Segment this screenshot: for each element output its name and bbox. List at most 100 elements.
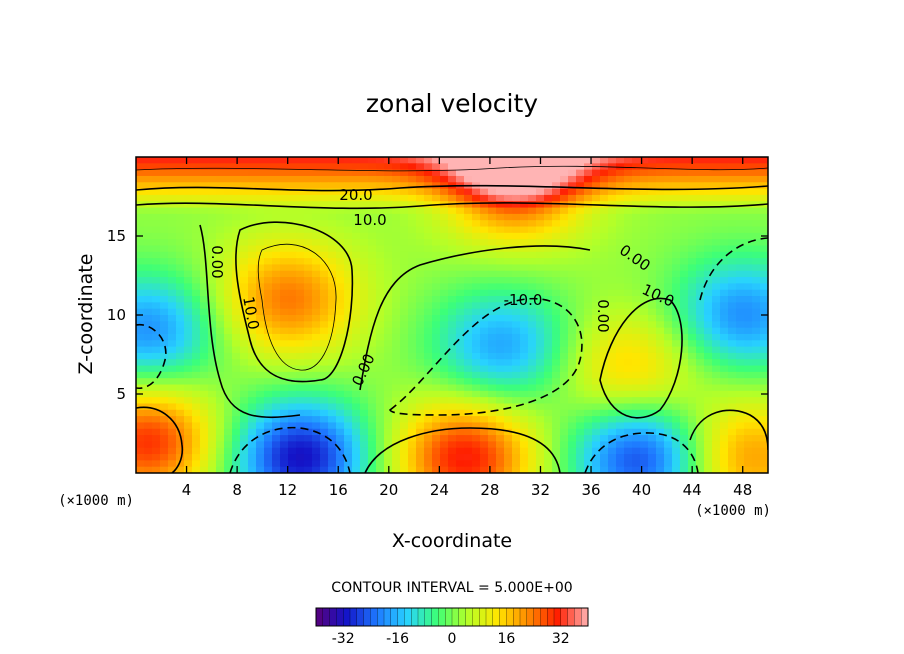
- field-cell: [240, 270, 249, 278]
- field-cell: [184, 403, 193, 411]
- field-cell: [512, 435, 521, 442]
- field-cell: [552, 422, 561, 430]
- field-cell: [656, 289, 665, 297]
- field-cell: [208, 315, 217, 322]
- x-tick-label: 44: [683, 481, 702, 499]
- field-cell: [536, 327, 545, 335]
- field-cell: [248, 315, 257, 322]
- field-cell: [288, 182, 297, 190]
- field-cell: [264, 251, 273, 259]
- field-cell: [240, 384, 249, 392]
- field-cell: [200, 194, 209, 202]
- field-cell: [136, 308, 145, 316]
- field-cell: [192, 409, 201, 417]
- field-cell: [376, 390, 385, 398]
- field-cell: [696, 302, 705, 310]
- field-cell: [392, 428, 401, 436]
- field-cell: [488, 435, 497, 442]
- field-cell: [496, 409, 505, 417]
- field-cell: [720, 220, 729, 228]
- field-cell: [560, 346, 569, 354]
- field-cell: [448, 226, 457, 234]
- field-cell: [296, 270, 305, 278]
- field-cell: [360, 302, 369, 310]
- field-cell: [528, 441, 537, 449]
- field-cell: [248, 327, 257, 335]
- field-cell: [304, 270, 313, 278]
- field-cell: [272, 384, 281, 392]
- field-cell: [440, 232, 449, 240]
- field-cell: [208, 289, 217, 297]
- field-cell: [496, 416, 505, 424]
- field-cell: [616, 283, 625, 291]
- field-cell: [184, 201, 193, 209]
- field-cell: [216, 226, 225, 234]
- field-cell: [312, 302, 321, 310]
- field-cell: [720, 435, 729, 442]
- field-cell: [384, 201, 393, 209]
- field-cell: [384, 169, 393, 177]
- field-cell: [624, 333, 633, 341]
- contour-label: 10.0: [239, 295, 263, 331]
- field-cell: [568, 296, 577, 303]
- field-cell: [464, 245, 473, 253]
- field-cell: [168, 308, 177, 316]
- field-cell: [304, 346, 313, 354]
- field-cell: [648, 258, 657, 266]
- field-cell: [400, 435, 409, 442]
- field-cell: [192, 169, 201, 177]
- field-cell: [168, 182, 177, 190]
- field-cell: [384, 315, 393, 322]
- field-cell: [536, 232, 545, 240]
- field-cell: [344, 378, 353, 386]
- field-cell: [648, 264, 657, 272]
- field-cell: [296, 447, 305, 455]
- field-cell: [504, 308, 513, 316]
- field-cell: [328, 289, 337, 297]
- colorbar-tick-label: 16: [497, 631, 515, 647]
- field-cell: [624, 201, 633, 209]
- field-cell: [208, 175, 217, 183]
- field-cell: [312, 289, 321, 297]
- field-cell: [680, 371, 689, 379]
- field-cell: [528, 258, 537, 266]
- field-cell: [376, 239, 385, 247]
- field-cell: [728, 264, 737, 272]
- field-cell: [400, 239, 409, 247]
- field-cell: [672, 232, 681, 240]
- field-cell: [216, 163, 225, 171]
- field-cell: [368, 460, 377, 468]
- field-cell: [232, 359, 241, 367]
- field-cell: [568, 232, 577, 240]
- field-cell: [496, 194, 505, 202]
- field-cell: [464, 340, 473, 348]
- field-cell: [168, 220, 177, 228]
- field-cell: [736, 201, 745, 209]
- field-cell: [328, 245, 337, 253]
- x-tick-label: 8: [232, 481, 242, 499]
- field-cell: [416, 359, 425, 367]
- field-cell: [760, 207, 768, 215]
- field-cell: [576, 390, 585, 398]
- field-cell: [192, 163, 201, 171]
- field-cell: [416, 428, 425, 436]
- field-cell: [760, 409, 768, 417]
- field-cell: [352, 232, 361, 240]
- field-cell: [528, 264, 537, 272]
- field-cell: [384, 409, 393, 417]
- field-cell: [496, 251, 505, 259]
- field-cell: [328, 365, 337, 373]
- field-cell: [472, 308, 481, 316]
- field-cell: [416, 239, 425, 247]
- field-cell: [416, 327, 425, 335]
- field-cell: [608, 333, 617, 341]
- field-cell: [176, 422, 185, 430]
- field-cell: [152, 352, 161, 360]
- field-cell: [368, 226, 377, 234]
- field-cell: [696, 403, 705, 411]
- field-cell: [320, 175, 329, 183]
- field-cell: [736, 378, 745, 386]
- field-cell: [280, 333, 289, 341]
- field-cell: [288, 321, 297, 329]
- field-cell: [456, 207, 465, 215]
